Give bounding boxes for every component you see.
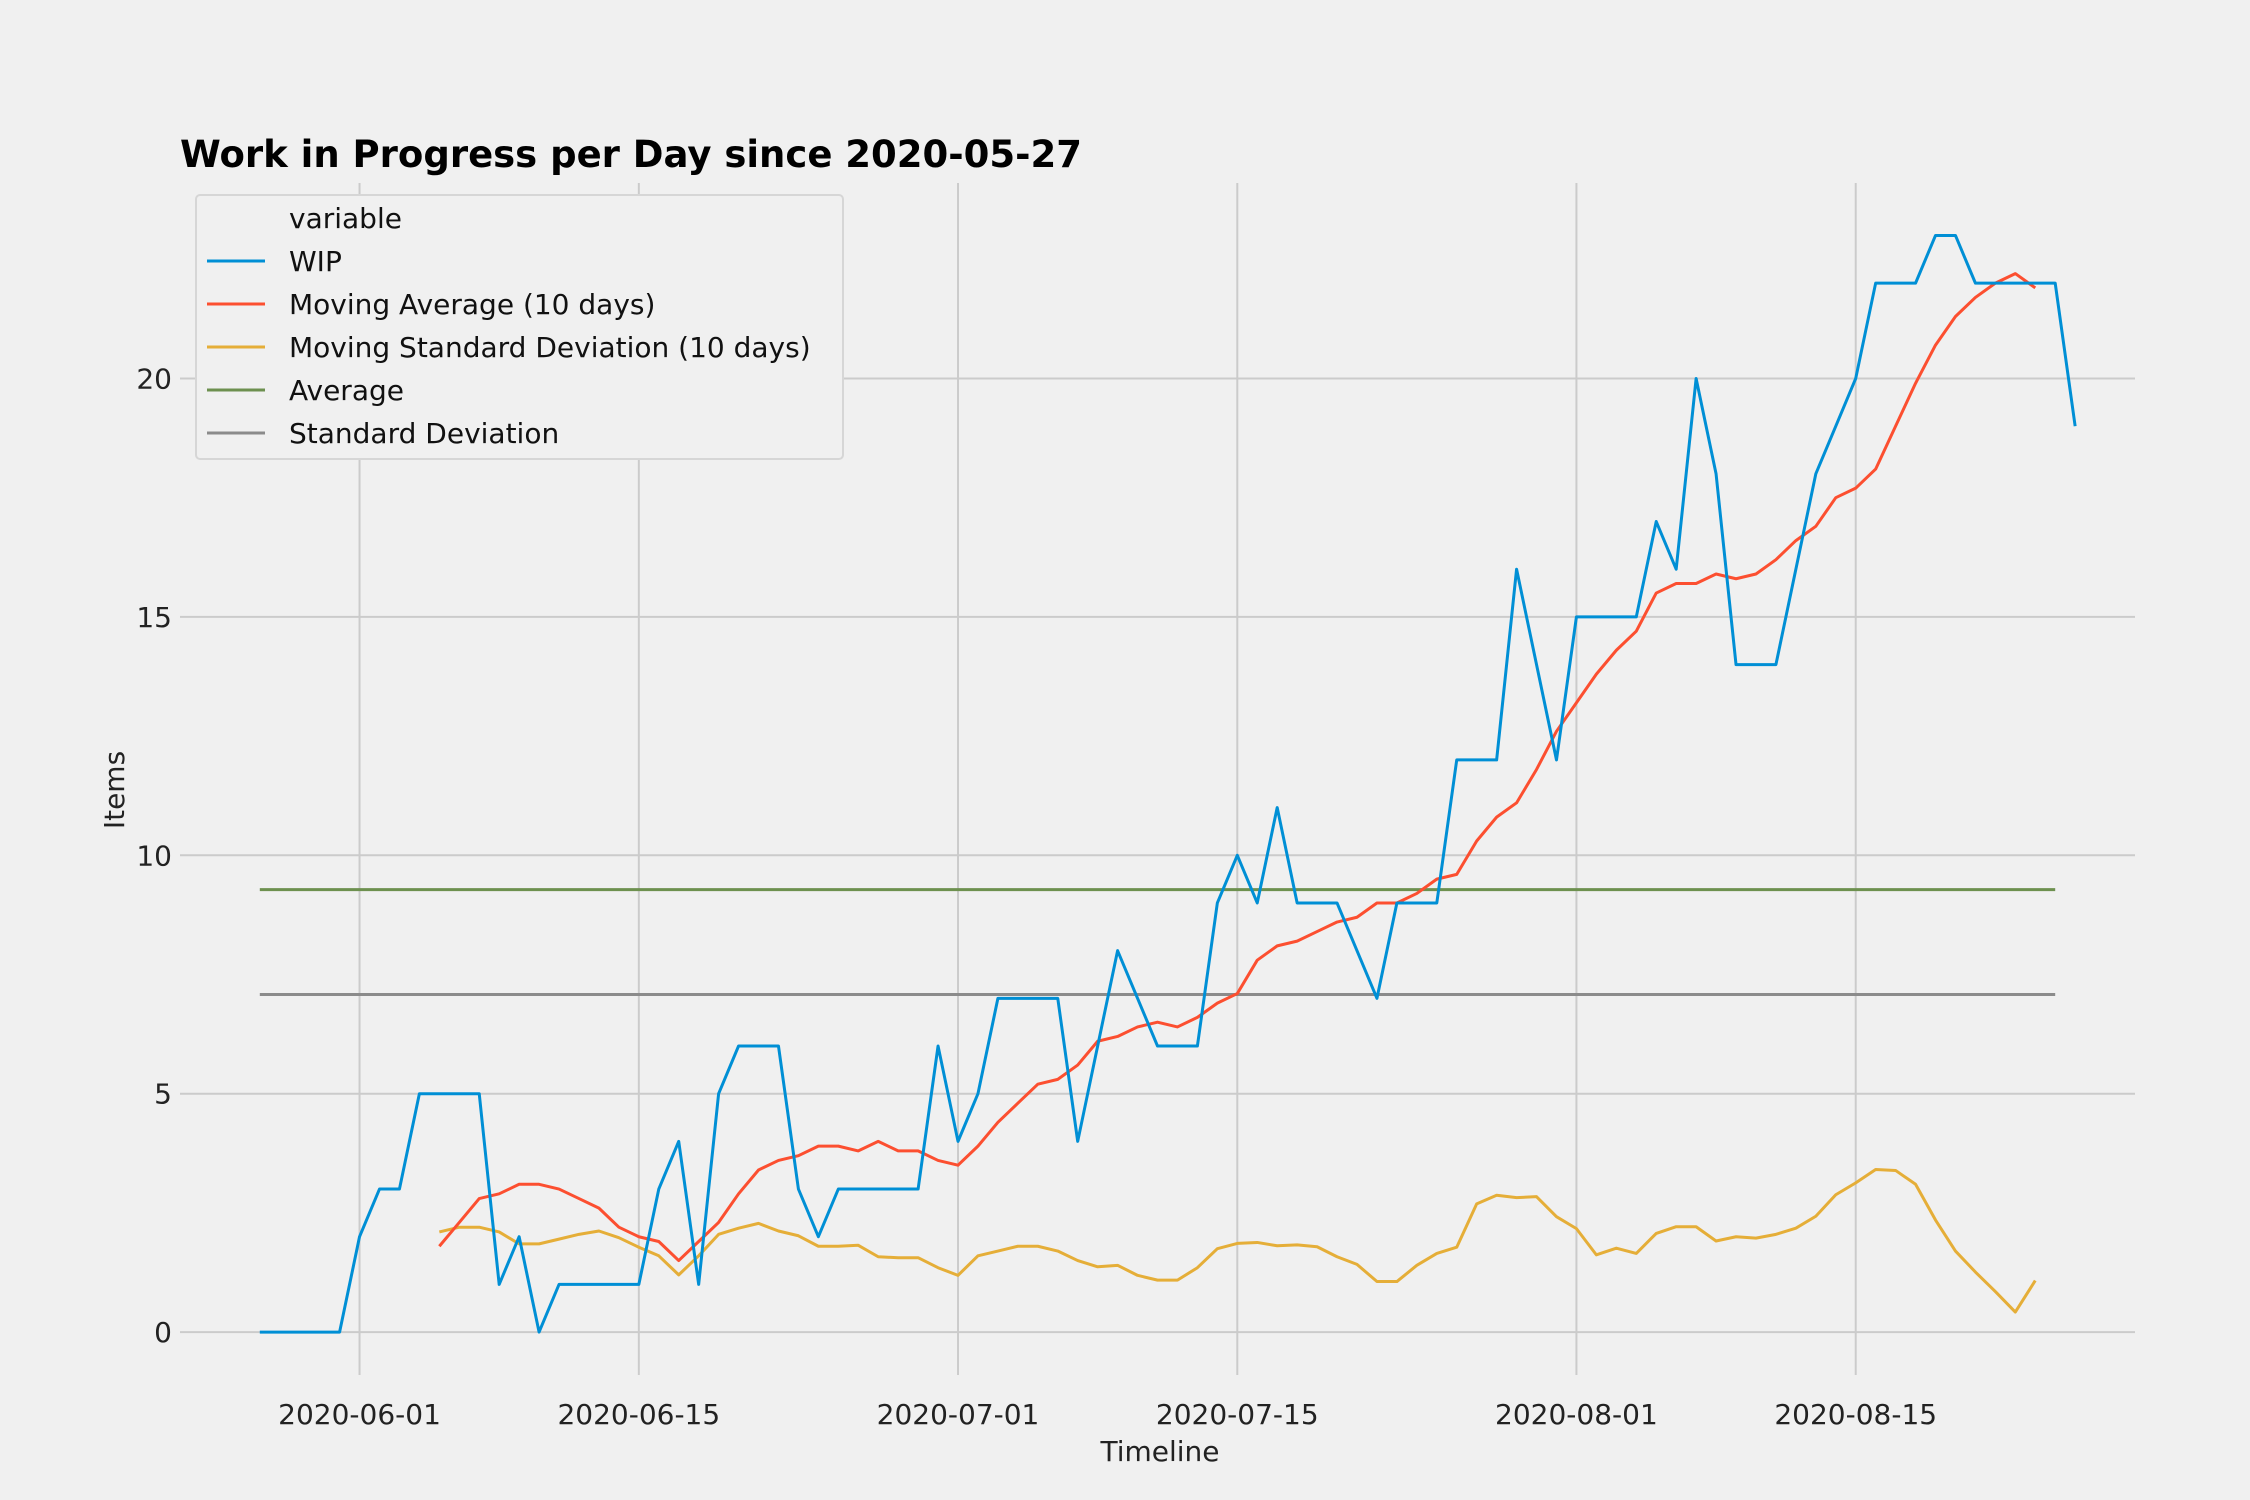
x-tick-label: 2020-07-01 (877, 1398, 1040, 1431)
legend-title: variable (289, 202, 402, 235)
chart-title: Work in Progress per Day since 2020-05-2… (180, 133, 1082, 176)
x-tick-label: 2020-07-15 (1156, 1398, 1319, 1431)
legend-label: Moving Average (10 days) (289, 288, 655, 321)
legend-label: Moving Standard Deviation (10 days) (289, 331, 811, 364)
y-tick-label: 0 (154, 1316, 172, 1349)
y-axis-label: Items (98, 751, 131, 829)
legend-entries: WIP Moving Average (10 days) Moving Standa… (207, 245, 811, 450)
y-tick-label: 15 (136, 601, 172, 634)
series-line-2 (438, 1168, 2037, 1314)
x-axis-label: Timeline (1099, 1435, 1219, 1468)
legend-label: WIP (289, 245, 342, 278)
x-tick-label: 2020-08-01 (1495, 1398, 1658, 1431)
x-axis-ticks: 2020-06-01 2020-06-15 2020-07-01 2020-07-15… (278, 1398, 1937, 1431)
legend-box (195, 194, 844, 460)
x-tick-label: 2020-06-01 (278, 1398, 441, 1431)
legend-label: Average (289, 374, 404, 407)
series-line-0 (259, 233, 2077, 1334)
y-axis-ticks: 0 5 10 15 20 (136, 362, 172, 1349)
legend-label: Standard Deviation (289, 417, 559, 450)
x-tick-label: 2020-06-15 (557, 1398, 720, 1431)
y-tick-label: 5 (154, 1078, 172, 1111)
x-tick-label: 2020-08-15 (1774, 1398, 1937, 1431)
legend: variable WIP Moving Average (10 days) Movi… (195, 194, 844, 460)
y-tick-label: 10 (136, 839, 172, 872)
y-tick-label: 20 (136, 362, 172, 395)
series-lines (259, 233, 2077, 1334)
